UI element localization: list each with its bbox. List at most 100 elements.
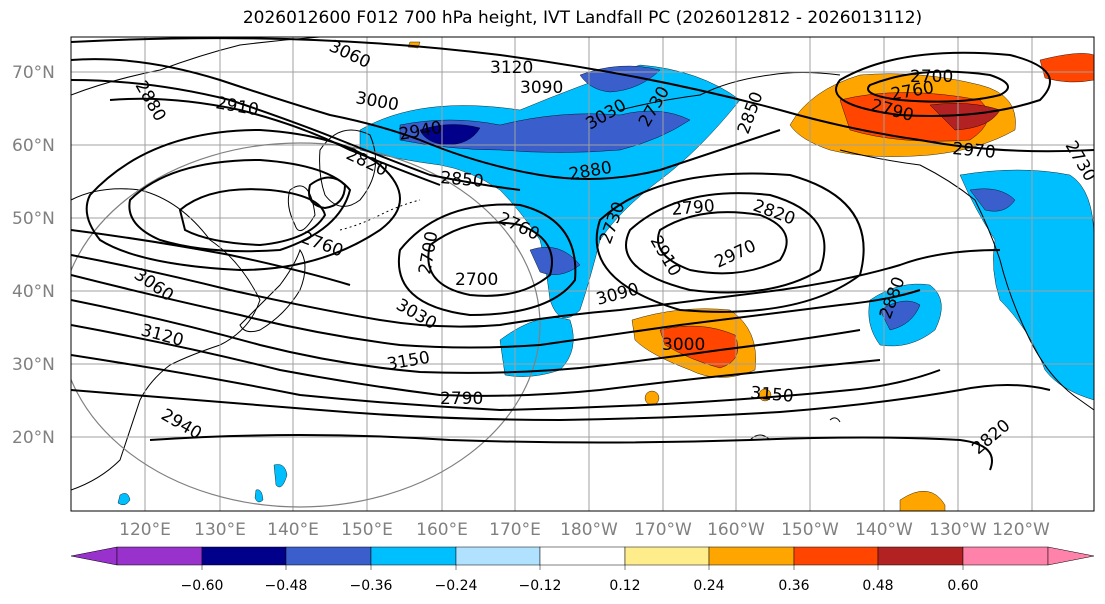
colorbar-tick-label: −0.36 bbox=[350, 578, 393, 594]
ivt-blob bbox=[899, 491, 946, 511]
longitude-labels: 120°E 130°E 140°E 150°E 160°E 170°E 180°… bbox=[119, 520, 1050, 540]
map-title: 2026012600 F012 700 hPa height, IVT Land… bbox=[242, 8, 923, 28]
colorbar-tick-label: 0.12 bbox=[609, 578, 640, 594]
lon-label: 160°E bbox=[416, 520, 468, 540]
colorbar-bin bbox=[285, 546, 372, 566]
coast-kamchatka bbox=[319, 129, 377, 207]
contour-line bbox=[71, 384, 1051, 422]
colorbar-tick-label: 0.36 bbox=[778, 578, 809, 594]
lat-label: 40°N bbox=[12, 282, 55, 302]
ivt-blob bbox=[273, 464, 288, 488]
ivt-blob bbox=[117, 493, 131, 506]
colorbar-extend-low bbox=[70, 546, 118, 566]
lon-label: 140°W bbox=[855, 520, 913, 540]
contour-label: 2850 bbox=[440, 168, 485, 192]
contour-line bbox=[71, 58, 781, 180]
contour-line bbox=[109, 97, 441, 186]
colorbar-tick-label: 0.48 bbox=[862, 578, 893, 594]
lon-label: 130°W bbox=[929, 520, 987, 540]
lon-label: 120°E bbox=[119, 520, 171, 540]
map-plot-area: 2880 3060 2910 3000 3120 3090 2700 2760 … bbox=[71, 37, 1094, 511]
ivt-blob bbox=[644, 390, 660, 406]
lon-label: 150°W bbox=[781, 520, 839, 540]
height-contours bbox=[71, 37, 1094, 471]
contour-line bbox=[71, 274, 921, 349]
contour-label: 2700 bbox=[455, 270, 498, 290]
lat-label: 20°N bbox=[12, 428, 55, 448]
contour-line bbox=[71, 229, 351, 286]
contour-line bbox=[427, 221, 553, 297]
contour-label: 2700 bbox=[910, 67, 953, 87]
ivt-region-west-coast bbox=[959, 169, 1094, 401]
contour-line bbox=[85, 128, 401, 272]
colorbar-bin bbox=[455, 546, 541, 566]
contour-label: 2970 bbox=[952, 139, 997, 163]
ivt-region-max bbox=[419, 124, 481, 146]
colorbar-bin bbox=[116, 546, 203, 566]
lat-label: 60°N bbox=[12, 136, 55, 156]
colorbar-extend-high bbox=[1047, 546, 1095, 566]
colorbar-tick-label: −0.48 bbox=[265, 578, 308, 594]
contour-line bbox=[867, 70, 1009, 103]
contour-line bbox=[149, 434, 993, 471]
ivt-region-arctic-east bbox=[1039, 53, 1094, 83]
coast-sakhalin bbox=[287, 185, 316, 232]
colorbar-bin bbox=[370, 546, 457, 566]
ivt-region-ne-core bbox=[879, 300, 921, 331]
lon-label: 130°E bbox=[194, 520, 246, 540]
contour-line bbox=[625, 192, 826, 294]
latitude-labels: 70°N 60°N 50°N 40°N 30°N 20°N bbox=[12, 63, 55, 448]
plot-border bbox=[70, 36, 1095, 512]
ivt-region-coast-core bbox=[969, 188, 1016, 212]
contour-line bbox=[397, 203, 577, 317]
contour-label: 2790 bbox=[440, 389, 483, 409]
lon-label: 180°W bbox=[560, 520, 618, 540]
lat-label: 30°N bbox=[12, 355, 55, 375]
colorbar-bin bbox=[793, 546, 879, 566]
coast-japan bbox=[239, 248, 306, 333]
colorbar-bin bbox=[877, 546, 964, 566]
contour-line bbox=[835, 51, 1051, 117]
contour-line bbox=[71, 37, 1094, 153]
reference-circle bbox=[71, 142, 541, 508]
contour-label: 3090 bbox=[520, 78, 563, 98]
colorbar-tick-label: −0.60 bbox=[181, 578, 224, 594]
contour-line bbox=[71, 299, 861, 374]
gridlines bbox=[71, 37, 1094, 511]
lat-label: 70°N bbox=[12, 63, 55, 83]
colorbar-tick-marks bbox=[201, 565, 964, 570]
contour-label: 3000 bbox=[662, 335, 705, 355]
contour-label: 3150 bbox=[750, 383, 795, 407]
contour-line bbox=[657, 211, 788, 275]
colorbar-tick-labels: −0.60 −0.48 −0.36 −0.24 −0.12 0.12 0.24 … bbox=[181, 578, 979, 594]
contour-label: 2790 bbox=[671, 196, 716, 220]
colorbar bbox=[70, 546, 1095, 570]
ivt-region-subtropical-west bbox=[499, 317, 574, 377]
contour-line bbox=[71, 354, 941, 412]
contour-line bbox=[178, 188, 327, 247]
lon-label: 170°E bbox=[489, 520, 541, 540]
colorbar-tick-label: 0.24 bbox=[693, 578, 724, 594]
colorbar-bin bbox=[201, 546, 287, 566]
ivt-region-core bbox=[399, 110, 691, 153]
lon-label: 140°E bbox=[267, 520, 319, 540]
contour-line bbox=[128, 158, 352, 253]
colorbar-bin bbox=[539, 546, 626, 566]
contour-line bbox=[308, 176, 347, 210]
contour-label: 3120 bbox=[490, 58, 533, 78]
colorbar-bin bbox=[708, 546, 795, 566]
lon-label: 160°W bbox=[707, 520, 765, 540]
colorbar-tick-label: −0.12 bbox=[519, 578, 562, 594]
lon-label: 120°W bbox=[992, 520, 1050, 540]
contour-line bbox=[71, 249, 1001, 328]
lat-label: 50°N bbox=[12, 209, 55, 229]
lon-label: 150°E bbox=[341, 520, 393, 540]
coast-alaska-west bbox=[619, 72, 841, 111]
lon-label: 170°W bbox=[634, 520, 692, 540]
contour-line bbox=[71, 324, 881, 397]
coast-north-america bbox=[839, 149, 1094, 411]
contour-line bbox=[71, 79, 521, 191]
colorbar-bin bbox=[624, 546, 710, 566]
colorbar-tick-label: 0.60 bbox=[947, 578, 978, 594]
